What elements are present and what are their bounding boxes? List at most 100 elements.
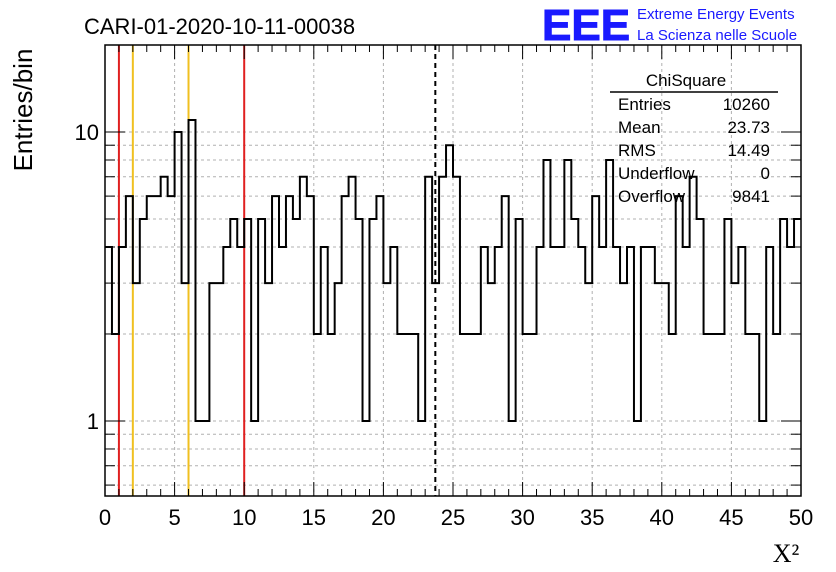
chart-title: CARI-01-2020-10-11-00038 (84, 14, 355, 39)
grid-lines (105, 44, 801, 496)
histogram-bin (578, 247, 585, 496)
histogram-bin (314, 334, 321, 496)
histogram-bin (376, 196, 383, 496)
histogram-bin (237, 247, 244, 496)
histogram-bin (766, 247, 773, 496)
histogram-bin (787, 247, 794, 496)
histogram-bin (300, 177, 307, 496)
stats-title: ChiSquare (646, 71, 726, 90)
histogram-bin (356, 219, 363, 496)
histogram-bin (161, 177, 168, 496)
histogram-bin (154, 196, 161, 496)
histogram-bin (724, 219, 731, 496)
histogram-bin (390, 247, 397, 496)
histogram-bin (704, 334, 711, 496)
histogram-bin (140, 219, 147, 496)
histogram-bin (564, 160, 571, 496)
x-tick-label: 40 (650, 505, 674, 530)
histogram-bin (460, 334, 467, 496)
histogram-bin (175, 132, 182, 496)
histogram-bin (279, 247, 286, 496)
histogram-bin (383, 283, 390, 496)
histogram-bin (697, 219, 704, 496)
stats-row-value: 9841 (732, 187, 770, 206)
histogram-bin (328, 334, 335, 496)
histogram-bin (683, 247, 690, 496)
tick-labels: 0 5 10 15 20 25 30 35 40 45 50 1 10 (75, 120, 814, 530)
histogram-bin (641, 247, 648, 496)
histogram-bin (286, 196, 293, 496)
x-tick-label: 30 (510, 505, 534, 530)
histogram-bin (711, 334, 718, 496)
histogram-bin (488, 283, 495, 496)
histogram-bins (105, 119, 801, 496)
histogram-bin (745, 334, 752, 496)
histogram-bin (495, 247, 502, 496)
histogram-bin (523, 334, 530, 496)
histogram-bin (717, 334, 724, 496)
histogram-bin (613, 247, 620, 496)
histogram-bin (474, 334, 481, 496)
logo-line-1: Extreme Energy Events (637, 6, 795, 23)
histogram-bin (627, 247, 634, 496)
histogram-bin (321, 247, 328, 496)
histogram-bin (349, 177, 356, 496)
histogram-bin (133, 283, 140, 496)
x-tick-label: 0 (99, 505, 111, 530)
histogram-bin (669, 334, 676, 496)
histogram-bin (112, 334, 119, 496)
histogram-bin (307, 196, 314, 496)
x-tick-label: 5 (168, 505, 180, 530)
x-tick-label: 25 (441, 505, 465, 530)
stats-row-label: Underflow (618, 164, 695, 183)
histogram-bin (738, 247, 745, 496)
histogram-bin (293, 219, 300, 496)
x-tick-label: 50 (789, 505, 813, 530)
histogram-bin (467, 334, 474, 496)
histogram-bin (147, 196, 154, 496)
histogram-bin (537, 247, 544, 496)
histogram-bin (342, 196, 349, 496)
histogram-bin (648, 247, 655, 496)
histogram-bin (676, 196, 683, 496)
x-tick-label: 10 (232, 505, 256, 530)
histogram-bin (258, 219, 265, 496)
stats-row-label: Overflow (618, 187, 686, 206)
histogram-bin (662, 283, 669, 496)
histogram-bin (585, 283, 592, 496)
histogram-bin (543, 160, 550, 496)
stats-row-value: 10260 (723, 95, 770, 114)
stats-row-label: Mean (618, 118, 661, 137)
histogram-bin (571, 219, 578, 496)
histogram-outline (105, 119, 801, 422)
histogram-bin (446, 145, 453, 496)
histogram-bin (620, 283, 627, 496)
reference-lines (117, 45, 437, 496)
histogram-bin (530, 334, 537, 496)
histogram-bin (272, 196, 279, 496)
histogram-bin (557, 247, 564, 496)
histogram-bin (453, 177, 460, 496)
histogram-bin (105, 247, 112, 496)
histogram-bin (599, 247, 606, 496)
stats-box: ChiSquare Entries 10260 Mean 23.73 RMS 14.49 U… (610, 71, 778, 206)
histogram-bin (265, 283, 272, 496)
histogram-bin (182, 283, 189, 496)
histogram-bin (794, 219, 801, 496)
x-tick-label: 15 (302, 505, 326, 530)
histogram-bin (168, 196, 175, 496)
histogram-bin (397, 334, 404, 496)
histogram-bin (216, 283, 223, 496)
histogram-bin (502, 196, 509, 496)
logo-mark: EEE (542, 1, 630, 50)
x-tick-label: 45 (719, 505, 743, 530)
histogram-bin (481, 247, 488, 496)
x-axis-title: X² (773, 539, 800, 568)
histogram-bin (690, 177, 697, 496)
stats-row-value: 14.49 (727, 141, 770, 160)
histogram-bin (780, 219, 787, 496)
stats-row-value: 23.73 (727, 118, 770, 137)
histogram-bin (404, 334, 411, 496)
histogram-bin (230, 219, 237, 496)
